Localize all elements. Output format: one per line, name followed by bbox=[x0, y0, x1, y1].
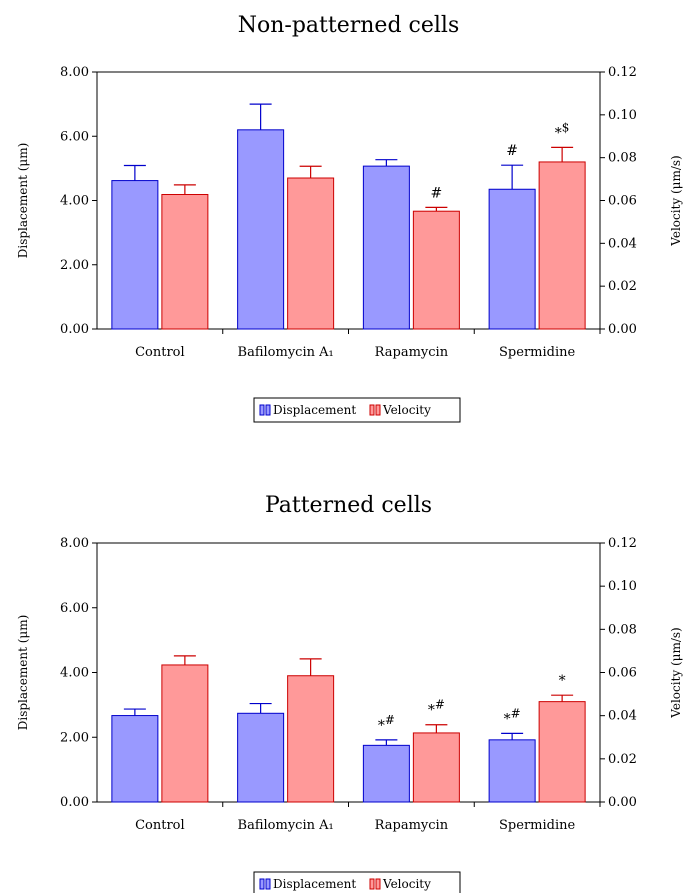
y-tick-label: 8.00 bbox=[60, 536, 89, 551]
legend-swatch bbox=[375, 878, 381, 890]
significance-mark: *# bbox=[504, 706, 521, 727]
y-tick-label: 2.00 bbox=[60, 730, 89, 745]
bar-displacement bbox=[237, 712, 285, 803]
chart-title: Non-patterned cells bbox=[238, 13, 459, 38]
category-label: Bafilomycin A₁ bbox=[238, 345, 334, 360]
category-label: Control bbox=[135, 345, 185, 360]
bar-velocity bbox=[538, 161, 586, 330]
y2-tick-label: 0.10 bbox=[608, 108, 637, 123]
y2-tick-label: 0.02 bbox=[608, 279, 637, 294]
y2-tick-label: 0.02 bbox=[608, 752, 637, 767]
bar-displacement bbox=[488, 188, 536, 330]
category-label: Spermidine bbox=[499, 818, 575, 833]
legend-swatch bbox=[259, 878, 265, 890]
y-tick-label: 0.00 bbox=[60, 795, 89, 810]
significance-mark: # bbox=[506, 143, 518, 159]
y2-tick-label: 0.00 bbox=[608, 795, 637, 810]
y2-tick-label: 0.06 bbox=[608, 666, 637, 681]
y-tick-label: 6.00 bbox=[60, 129, 89, 144]
legend-box bbox=[253, 397, 461, 423]
category-label: Bafilomycin A₁ bbox=[238, 818, 334, 833]
y-tick-label: 6.00 bbox=[60, 601, 89, 616]
significance-mark: *$ bbox=[555, 120, 570, 141]
y2-tick-label: 0.12 bbox=[608, 536, 637, 551]
y2-tick-label: 0.04 bbox=[608, 236, 637, 251]
category-label: Rapamycin bbox=[375, 818, 449, 833]
y2-axis-label: Velocity (μm/s) bbox=[669, 155, 683, 246]
legend-swatch bbox=[259, 404, 265, 416]
significance-mark: # bbox=[431, 185, 443, 201]
bar-displacement bbox=[111, 715, 159, 803]
legend-swatch bbox=[265, 404, 271, 416]
bar-velocity bbox=[412, 210, 460, 330]
y2-tick-label: 0.12 bbox=[608, 65, 637, 80]
y-tick-label: 4.00 bbox=[60, 194, 89, 209]
bar-displacement bbox=[362, 744, 410, 803]
y-tick-label: 2.00 bbox=[60, 258, 89, 273]
legend-swatch bbox=[265, 878, 271, 890]
legend: Displacement Velocity bbox=[253, 397, 461, 423]
legend-label: Displacement bbox=[273, 877, 356, 891]
legend-label: Velocity bbox=[382, 403, 431, 417]
bar-velocity bbox=[538, 701, 586, 803]
chart-panel-0: Non-patterned cells 0.00 2.00 4.00 6.00 8.00 0… bbox=[16, 13, 683, 423]
bar-velocity bbox=[161, 194, 209, 330]
legend-swatch bbox=[369, 404, 375, 416]
legend-label: Velocity bbox=[382, 877, 431, 891]
bar-velocity bbox=[161, 664, 209, 803]
y2-tick-label: 0.06 bbox=[608, 194, 637, 209]
y-tick-label: 4.00 bbox=[60, 666, 89, 681]
category-label: Control bbox=[135, 818, 185, 833]
bar-displacement bbox=[111, 180, 159, 330]
category-label: Rapamycin bbox=[375, 345, 449, 360]
y2-tick-label: 0.04 bbox=[608, 709, 637, 724]
category-label: Spermidine bbox=[499, 345, 575, 360]
significance-mark: *# bbox=[378, 713, 395, 734]
significance-mark: * bbox=[559, 673, 566, 689]
y2-axis-label: Velocity (μm/s) bbox=[669, 627, 683, 718]
bar-displacement bbox=[488, 739, 536, 803]
y2-tick-label: 0.10 bbox=[608, 579, 637, 594]
legend-label: Displacement bbox=[273, 403, 356, 417]
significance-mark: *# bbox=[428, 698, 445, 719]
y-axis-label: Displacement (μm) bbox=[16, 143, 30, 259]
y2-tick-label: 0.08 bbox=[608, 622, 637, 637]
y-tick-label: 8.00 bbox=[60, 65, 89, 80]
legend-box bbox=[253, 871, 461, 893]
chart-panel-1: Patterned cells 0.00 2.00 4.00 6.00 8.00 0.00 0… bbox=[16, 493, 683, 893]
chart-title: Patterned cells bbox=[265, 493, 432, 518]
y2-tick-label: 0.00 bbox=[608, 322, 637, 337]
bar-displacement bbox=[362, 165, 410, 330]
y2-tick-label: 0.08 bbox=[608, 151, 637, 166]
legend-swatch bbox=[369, 878, 375, 890]
bar-displacement bbox=[237, 129, 285, 330]
legend: Displacement Velocity bbox=[253, 871, 461, 893]
legend-swatch bbox=[375, 404, 381, 416]
bar-velocity bbox=[287, 177, 335, 330]
bar-velocity bbox=[412, 732, 460, 803]
y-tick-label: 0.00 bbox=[60, 322, 89, 337]
bar-velocity bbox=[287, 675, 335, 803]
y-axis-label: Displacement (μm) bbox=[16, 615, 30, 731]
